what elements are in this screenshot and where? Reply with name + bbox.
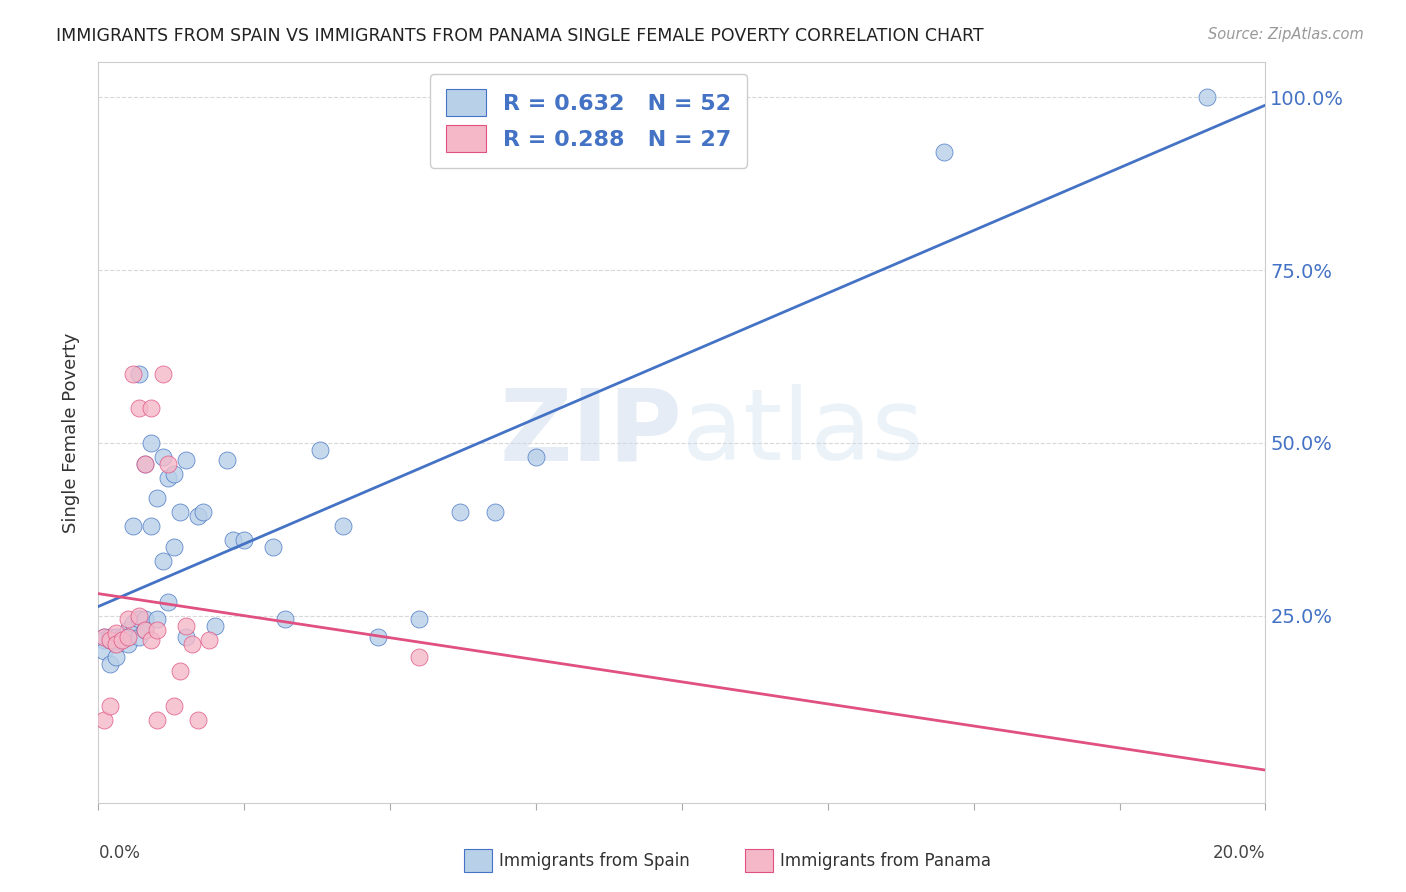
Point <box>128 367 150 381</box>
Point <box>98 633 121 648</box>
Point <box>187 508 209 523</box>
Point <box>146 612 169 626</box>
Point <box>139 633 162 648</box>
Point <box>180 637 202 651</box>
Text: atlas: atlas <box>682 384 924 481</box>
Point <box>117 630 139 644</box>
Bar <box>745 849 773 872</box>
Point <box>157 470 180 484</box>
Point <box>117 637 139 651</box>
Point <box>104 637 127 651</box>
Point <box>174 630 197 644</box>
Point <box>274 612 297 626</box>
Point <box>122 519 145 533</box>
Point <box>104 637 127 651</box>
Point <box>174 619 197 633</box>
Point <box>146 623 169 637</box>
Point <box>134 623 156 637</box>
Point <box>111 633 134 648</box>
Point <box>117 612 139 626</box>
Point <box>449 505 471 519</box>
Point <box>134 612 156 626</box>
Legend: R = 0.632   N = 52, R = 0.288   N = 27: R = 0.632 N = 52, R = 0.288 N = 27 <box>430 73 747 168</box>
Point <box>134 457 156 471</box>
Point <box>215 453 238 467</box>
Point <box>98 633 121 648</box>
Point <box>128 630 150 644</box>
Point <box>408 612 430 626</box>
Point <box>484 505 506 519</box>
Point <box>93 630 115 644</box>
Point <box>169 665 191 679</box>
Point <box>139 436 162 450</box>
Point <box>104 626 127 640</box>
Point <box>169 505 191 519</box>
Point <box>111 630 134 644</box>
Point <box>152 450 174 464</box>
Point <box>98 657 121 672</box>
Point <box>934 145 956 160</box>
Point <box>146 491 169 506</box>
Text: Source: ZipAtlas.com: Source: ZipAtlas.com <box>1208 27 1364 42</box>
Text: 20.0%: 20.0% <box>1213 844 1265 862</box>
Point <box>262 540 284 554</box>
Point <box>174 453 197 467</box>
Point <box>233 533 256 547</box>
Point <box>152 367 174 381</box>
Point <box>367 630 389 644</box>
Point <box>93 713 115 727</box>
Point <box>163 698 186 713</box>
Text: ZIP: ZIP <box>499 384 682 481</box>
Point <box>128 401 150 416</box>
Point <box>122 615 145 630</box>
Point <box>193 505 215 519</box>
Y-axis label: Single Female Poverty: Single Female Poverty <box>62 333 80 533</box>
Point <box>524 450 547 464</box>
Point <box>1195 90 1218 104</box>
Point <box>204 619 226 633</box>
Point <box>139 519 162 533</box>
Point <box>157 595 180 609</box>
Point <box>122 367 145 381</box>
Point <box>139 401 162 416</box>
Point <box>134 457 156 471</box>
Text: 0.0%: 0.0% <box>98 844 141 862</box>
Point <box>98 698 121 713</box>
Text: Immigrants from Panama: Immigrants from Panama <box>780 852 991 870</box>
Text: Immigrants from Spain: Immigrants from Spain <box>499 852 690 870</box>
Point <box>152 554 174 568</box>
Point <box>134 623 156 637</box>
Point <box>128 612 150 626</box>
Point <box>157 457 180 471</box>
Point <box>93 630 115 644</box>
Point <box>117 623 139 637</box>
Point <box>198 633 221 648</box>
Point <box>146 713 169 727</box>
Point <box>93 633 115 648</box>
Point <box>221 533 243 547</box>
Text: IMMIGRANTS FROM SPAIN VS IMMIGRANTS FROM PANAMA SINGLE FEMALE POVERTY CORRELATIO: IMMIGRANTS FROM SPAIN VS IMMIGRANTS FROM… <box>56 27 984 45</box>
Point <box>187 713 209 727</box>
Point <box>163 540 186 554</box>
Point <box>104 630 127 644</box>
Point <box>117 630 139 644</box>
Point <box>104 650 127 665</box>
Point <box>111 633 134 648</box>
Point <box>163 467 186 482</box>
Point <box>128 609 150 624</box>
Point <box>93 643 115 657</box>
Point <box>309 442 332 457</box>
Point <box>332 519 354 533</box>
Point <box>408 650 430 665</box>
Bar <box>464 849 492 872</box>
Point <box>98 630 121 644</box>
